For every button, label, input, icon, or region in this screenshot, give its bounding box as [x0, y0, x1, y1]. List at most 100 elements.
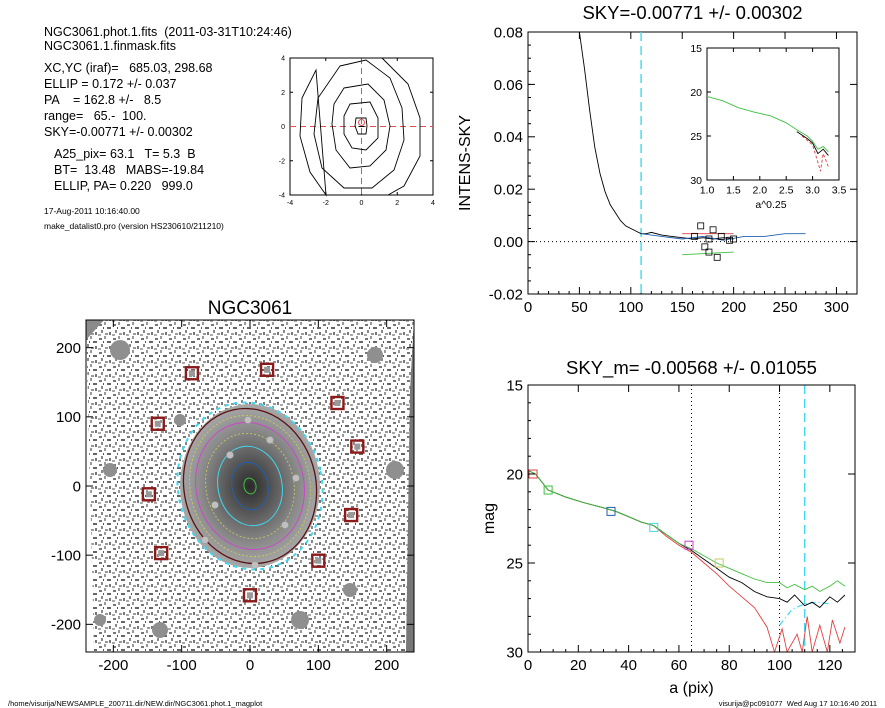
mag-aperture-square [714, 558, 724, 568]
info-sky-line: SKY=-0.00771 +/- 0.00302 [44, 125, 193, 139]
sky-black-profile [578, 31, 734, 240]
contour-ytick-label: 4 [281, 56, 285, 63]
galaxy-isophote-7 [231, 461, 269, 511]
inset-frame [706, 47, 840, 181]
galaxy-sky-box-fill [334, 400, 341, 406]
galaxy-sky-box [150, 416, 165, 431]
mag-aperture-square [649, 522, 659, 532]
info-ellip-pa-line: ELLIP, PA= 0.220 999.0 [54, 179, 193, 193]
galaxy-ytick-label: 0 [73, 478, 81, 495]
sky-xtick-label: 300 [824, 299, 849, 316]
galaxy-mask-blob [103, 463, 117, 477]
galaxy-sky-box [153, 545, 169, 561]
info-title-line: NGC3061.phot.1.fits (2011-03-31T10:24:46… [44, 25, 292, 39]
info-program: make_datalist0.pro (version HS230610/211… [44, 221, 224, 231]
galaxy-ytick-label: -100 [51, 548, 81, 565]
footer-path: /home/visurija/NEWSAMPLE_200711.dir/NEW.… [8, 699, 263, 708]
inset-ytick-label: 15 [690, 43, 702, 55]
inset-ytick-label: 25 [690, 131, 702, 143]
sky-sample-square [691, 232, 698, 240]
galaxy-xtick-label: 100 [306, 657, 331, 674]
galaxy-star-mask [292, 474, 300, 482]
galaxy-corner-mask [86, 320, 104, 340]
mag-aperture-square [684, 540, 694, 550]
galaxy-mask-blob [367, 347, 383, 363]
galaxy-mask-blob [386, 461, 404, 479]
inset-xtick-label: 3.0 [805, 185, 820, 197]
galaxy-sky-box [141, 487, 157, 502]
galaxy-title: NGC3061 [208, 298, 293, 319]
contour-xtick-label: 2 [395, 200, 399, 207]
contour-level-2 [343, 101, 379, 151]
galaxy-sky-box-fill [154, 420, 161, 427]
sky-xtick-label: 200 [721, 299, 746, 316]
galaxy-sky-box-fill [158, 550, 165, 557]
galaxy-mask-blob [110, 340, 130, 360]
mag-ytick-label: 15 [506, 377, 523, 394]
sky-xtick-label: 100 [618, 299, 643, 316]
contour-level-3 [331, 83, 391, 169]
galaxy-star-mask [266, 436, 274, 444]
sky-sample-square [713, 253, 721, 261]
galaxy-ytick-label: -200 [51, 617, 81, 634]
footer-user: visurija@pc091077 Wed Aug 17 10:16:40 20… [718, 699, 877, 708]
inset-xtick-label: 2.5 [779, 185, 794, 197]
sky-ytick-label: 0.00 [494, 234, 523, 251]
sky-sample-square [705, 248, 713, 256]
galaxy-xtick-label: -100 [167, 657, 197, 674]
sky-ylabel: INTENS-SKY [457, 115, 474, 211]
inset-red-profile [801, 135, 829, 172]
mag-xtick-label: 0 [524, 657, 532, 674]
sky-xtick-label: 50 [571, 299, 588, 316]
contour-center-marker [358, 119, 365, 126]
galaxy-sky-box-fill [315, 557, 322, 564]
contour-level-1 [354, 117, 368, 135]
galaxy-xtick-label: 200 [374, 657, 399, 674]
galaxy-isophote-1 [176, 401, 324, 571]
info-range-line: range= 65.- 100. [44, 109, 147, 123]
contour-ytick-label: 0 [281, 124, 285, 131]
mag-plot-area [528, 385, 846, 652]
mag-red-profile [528, 469, 846, 652]
galaxy-isophote-8 [243, 477, 257, 495]
info-pa-line: PA = 162.8 +/- 8.5 [44, 93, 162, 107]
sky-ytick-label: -0.02 [489, 286, 523, 303]
galaxy-star-mask [211, 501, 219, 509]
info-mask-line: NGC3061.1.finmask.fits [44, 39, 176, 53]
sky-sample-square [701, 243, 709, 251]
mag-ytick-label: 30 [506, 644, 523, 661]
galaxy-sky-box-fill [188, 370, 195, 377]
mag-xtick-label: 20 [570, 657, 587, 674]
galaxy-sky-box [343, 507, 359, 523]
sky-ytick-label: 0.06 [494, 77, 523, 94]
sky-sample-square [730, 235, 738, 243]
sky-ytick-label: 0.08 [494, 24, 523, 41]
contour-xtick-label: 0 [360, 200, 364, 207]
info-ellip-line: ELLIP = 0.172 +/- 0.037 [44, 77, 177, 91]
galaxy-isophote-3 [188, 414, 312, 558]
sky-xtick-label: 150 [670, 299, 695, 316]
galaxy-ytick-label: 200 [56, 340, 81, 357]
info-center-line: XC,YC (iraf)= 685.03, 298.68 [44, 61, 213, 75]
galaxy-sky-box-fill [247, 592, 253, 599]
mag-xtick-label: 60 [671, 657, 688, 674]
mag-title: SKY_m= -0.00568 +/- 0.01055 [566, 357, 817, 379]
sky-xtick-label: 250 [773, 299, 798, 316]
contour-xtick-label: -4 [287, 200, 293, 207]
mag-black-profile [528, 469, 846, 609]
contour-xtick-label: -2 [323, 200, 329, 207]
sky-sample-square [697, 222, 705, 230]
galaxy-isophote-6 [217, 445, 283, 527]
mag-xtick-label: 120 [817, 657, 842, 674]
inset-xtick-label: 3.5 [832, 185, 847, 197]
sky-sample-square [726, 236, 733, 244]
contour-xtick-label: 4 [431, 200, 435, 207]
inset-xtick-label: 1.0 [700, 185, 715, 197]
galaxy-sky-box [311, 553, 326, 568]
galaxy-xtick-label: -200 [98, 657, 128, 674]
contour-level-5 [299, 57, 421, 197]
info-date: 17-Aug-2011 10:16:40.00 [44, 206, 140, 216]
